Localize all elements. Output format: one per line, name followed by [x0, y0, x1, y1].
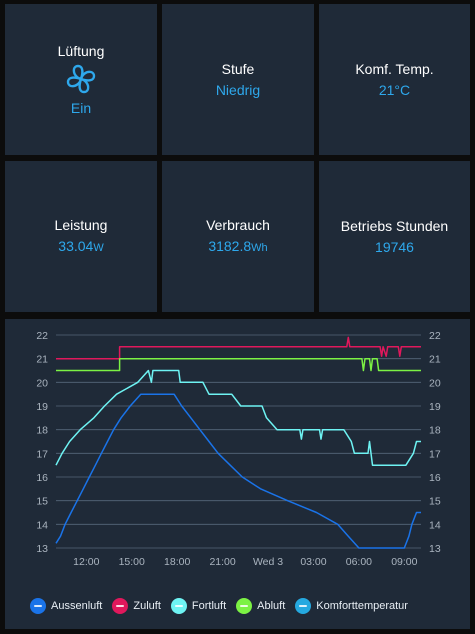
- x-tick-label: 03:00: [300, 556, 326, 568]
- tile-value: 19746: [375, 239, 414, 255]
- y-tick-label-left: 15: [36, 496, 48, 508]
- y-tick-label-left: 17: [36, 448, 48, 460]
- y-tick-label-right: 18: [429, 425, 441, 437]
- y-tick-label-left: 14: [36, 519, 48, 531]
- y-tick-label-left: 19: [36, 401, 48, 413]
- legend-label: Zuluft: [133, 600, 161, 612]
- x-tick-label: Wed 3: [253, 556, 283, 568]
- y-tick-label-right: 20: [429, 377, 441, 389]
- tile-title: Betriebs Stunden: [340, 218, 449, 234]
- fan-icon: [66, 64, 96, 94]
- y-tick-label-left: 16: [36, 472, 48, 484]
- tile-value: 33.04W: [58, 237, 103, 257]
- x-tick-label: 18:00: [164, 556, 190, 568]
- legend-item-zuluft[interactable]: Zuluft: [112, 598, 161, 614]
- tile-title: Komf. Temp.: [355, 61, 434, 77]
- tile-leistung[interactable]: Leistung 33.04W: [5, 161, 157, 312]
- legend-label: Abluft: [257, 600, 286, 612]
- x-tick-label: 09:00: [391, 556, 417, 568]
- tile-value: 21°C: [378, 82, 411, 98]
- legend-swatch: [236, 598, 253, 614]
- y-tick-label-left: 18: [36, 425, 48, 437]
- y-tick-label-right: 13: [429, 543, 441, 555]
- y-tick-label-left: 21: [36, 354, 48, 366]
- legend-item-aussenluft[interactable]: Aussenluft: [30, 598, 102, 614]
- legend-swatch: [112, 598, 129, 614]
- y-tick-label-right: 22: [429, 330, 441, 342]
- tile-lueftung[interactable]: Lüftung Ein: [5, 4, 157, 155]
- y-tick-label-left: 22: [36, 330, 48, 342]
- tile-value: Niedrig: [215, 82, 261, 98]
- x-tick-label: 12:00: [73, 556, 99, 568]
- x-tick-label: 06:00: [346, 556, 372, 568]
- tile-stufe[interactable]: Stufe Niedrig: [162, 4, 314, 155]
- legend-item-fortluft[interactable]: Fortluft: [170, 598, 227, 614]
- tile-value: 3182.8Wh: [208, 237, 267, 257]
- x-tick-label: 21:00: [209, 556, 235, 568]
- series-line-fortluft: [55, 369, 421, 466]
- y-tick-label-right: 17: [429, 448, 441, 460]
- chart-legend: Aussenluft Zuluft Fortluft Abluft Komforttem…: [30, 598, 418, 614]
- y-tick-label-left: 20: [36, 377, 48, 389]
- tile-title: Stufe: [221, 61, 255, 77]
- value-unit: W: [93, 242, 104, 254]
- y-tick-label-right: 19: [429, 401, 441, 413]
- y-tick-label-left: 13: [36, 543, 48, 555]
- value-number: 33.04: [58, 238, 94, 254]
- y-tick-label-right: 15: [429, 496, 441, 508]
- y-tick-label-right: 16: [429, 472, 441, 484]
- x-tick-label: 15:00: [119, 556, 145, 568]
- tile-title: Leistung: [54, 217, 108, 233]
- tile-value: Ein: [70, 100, 92, 116]
- temperature-line-chart[interactable]: 13 13 14 14 15 15 16 16 17 17 18 18 19 19 20 20 21 21 22 22…: [5, 319, 470, 629]
- legend-swatch: [295, 598, 312, 614]
- tile-betriebs-stunden[interactable]: Betriebs Stunden 19746: [319, 161, 470, 312]
- legend-item-abluft[interactable]: Abluft: [236, 598, 285, 614]
- series-line-aussenluft: [55, 393, 421, 549]
- value-number: 3182.8: [208, 238, 252, 254]
- y-tick-label-right: 14: [429, 519, 441, 531]
- history-chart-card: 13 13 14 14 15 15 16 16 17 17 18 18 19 19 20 20 21 21 22 22…: [5, 319, 470, 629]
- tile-komf-temp[interactable]: Komf. Temp. 21°C: [319, 4, 470, 155]
- value-unit: Wh: [251, 242, 268, 254]
- legend-label: Aussenluft: [51, 600, 103, 612]
- tile-title: Verbrauch: [206, 217, 270, 233]
- legend-label: Komforttemperatur: [316, 600, 408, 612]
- y-tick-label-right: 21: [429, 354, 441, 366]
- tile-title: Lüftung: [57, 43, 105, 59]
- series-line-abluft: [56, 357, 421, 372]
- legend-swatch: [170, 598, 187, 614]
- legend-swatch: [30, 598, 46, 614]
- legend-item-komforttemperatur[interactable]: Komforttemperatur: [295, 598, 408, 614]
- legend-label: Fortluft: [191, 600, 227, 612]
- tile-verbrauch[interactable]: Verbrauch 3182.8Wh: [162, 161, 314, 312]
- series-line-zuluft: [56, 336, 421, 360]
